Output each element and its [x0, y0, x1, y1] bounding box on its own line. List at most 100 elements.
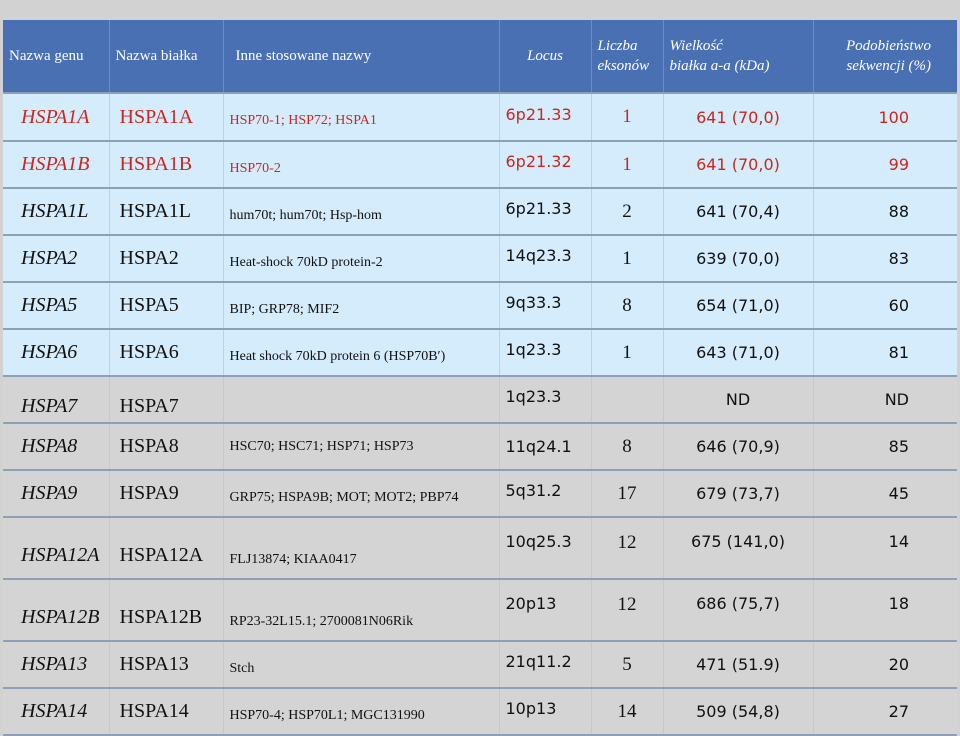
- protein-name-cell: HSPA9: [109, 470, 224, 517]
- similarity-cell: 88: [888, 202, 909, 221]
- table-header: Nazwa genu Nazwa białka Inne stosowane n…: [3, 20, 957, 93]
- header-gene-name: Nazwa genu: [3, 20, 110, 93]
- gene-name-cell: HSPA2: [3, 235, 110, 282]
- protein-name-cell: HSPA1B: [109, 141, 224, 188]
- other-names-cell: FLJ13874; KIAA0417: [223, 517, 500, 579]
- exon-count-cell: 8: [591, 282, 664, 329]
- locus-cell: 6p21.33: [499, 188, 592, 235]
- protein-name-cell: HSPA12B: [109, 579, 224, 641]
- protein-size-cell: 471 (51.9): [663, 641, 814, 688]
- other-names-cell: HSP70-4; HSP70L1; MGC131990: [223, 688, 500, 736]
- exon-count-cell: 8: [591, 423, 664, 470]
- gene-name-cell: HSPA12B: [3, 579, 110, 641]
- locus-cell: 9q33.3: [499, 282, 592, 329]
- similarity-cell: ND: [884, 390, 909, 409]
- protein-size-cell: 639 (70,0): [663, 235, 814, 282]
- header-locus: Locus: [499, 20, 592, 93]
- header-sequence-similarity: Podobieństwo sekwencji (%): [813, 20, 957, 93]
- header-similarity-line1: Podobieństwo: [846, 38, 931, 54]
- exon-count-cell: 17: [591, 470, 664, 517]
- similarity-cell: 85: [888, 437, 909, 456]
- gene-name-cell: HSPA9: [3, 470, 110, 517]
- protein-name-cell: HSPA8: [109, 423, 224, 470]
- header-exon-count: Liczba eksonów: [591, 20, 664, 93]
- other-names-cell: hum70t; hum70t; Hsp-hom: [223, 188, 500, 235]
- locus-cell: 1q23.3: [499, 329, 592, 376]
- similarity-cell: 27: [813, 688, 957, 736]
- locus-cell: 11q24.1: [499, 423, 592, 470]
- protein-name-cell: HSPA5: [109, 282, 224, 329]
- table-row: HSPA12A HSPA12A FLJ13874; KIAA0417 10q25…: [3, 517, 957, 579]
- exon-count-cell: 2: [591, 188, 664, 235]
- table-row: HSPA7 HSPA7 1q23.3 ND ND: [3, 376, 957, 423]
- gene-name-cell: HSPA14: [3, 688, 110, 736]
- locus-cell: 5q31.2: [499, 470, 592, 517]
- other-names-cell: Heat-shock 70kD protein-2: [223, 235, 500, 282]
- similarity-cell: 18: [888, 594, 909, 613]
- table-row: HSPA13 HSPA13 Stch 21q11.2 5 471 (51.9) …: [3, 641, 957, 688]
- table-row: HSPA5 HSPA5 BIP; GRP78; MIF2 9q33.3 8 65…: [3, 282, 957, 329]
- hspa-genes-table: Nazwa genu Nazwa białka Inne stosowane n…: [3, 20, 957, 736]
- locus-cell: 6p21.32: [499, 141, 592, 188]
- table-row: HSPA1A HSPA1A HSP70-1; HSP72; HSPA1 6p21…: [3, 93, 957, 141]
- protein-name-cell: HSPA13: [109, 641, 224, 688]
- protein-size-cell: 643 (71,0): [663, 329, 814, 376]
- other-names-cell: Stch: [223, 641, 500, 688]
- similarity-cell: 60: [888, 296, 909, 315]
- similarity-cell: 81: [888, 343, 909, 362]
- protein-name-cell: HSPA2: [109, 235, 224, 282]
- exon-count-cell: 1: [591, 329, 664, 376]
- locus-cell: 6p21.33: [499, 93, 592, 141]
- exon-count-cell: 14: [591, 688, 664, 736]
- similarity-cell: 20: [888, 655, 909, 674]
- slide: Nazwa genu Nazwa białka Inne stosowane n…: [3, 20, 957, 736]
- similarity-cell: 14: [888, 532, 909, 551]
- table-row: HSPA1B HSPA1B HSP70-2 6p21.32 1 641 (70,…: [3, 141, 957, 188]
- protein-size-cell: 509 (54,8): [663, 688, 814, 736]
- table-row: HSPA9 HSPA9 GRP75; HSPA9B; MOT; MOT2; PB…: [3, 470, 957, 517]
- protein-size-cell: 675 (141,0): [663, 517, 814, 579]
- header-size-line1: Wielkość: [669, 38, 723, 54]
- header-exon-line2: eksonów: [597, 58, 650, 74]
- gene-name-cell: HSPA7: [3, 376, 110, 423]
- locus-cell: 21q11.2: [499, 641, 592, 688]
- table-row: HSPA12B HSPA12B RP23-32L15.1; 2700081N06…: [3, 579, 957, 641]
- table-row: HSPA6 HSPA6 Heat shock 70kD protein 6 (H…: [3, 329, 957, 376]
- other-names-cell: HSC70; HSC71; HSP71; HSP73: [223, 423, 500, 470]
- exon-count-cell: 1: [591, 93, 664, 141]
- table-row: HSPA2 HSPA2 Heat-shock 70kD protein-2 14…: [3, 235, 957, 282]
- table-body: HSPA1A HSPA1A HSP70-1; HSP72; HSPA1 6p21…: [3, 93, 957, 736]
- protein-size-cell: 686 (75,7): [663, 579, 814, 641]
- gene-name-cell: HSPA1B: [3, 141, 110, 188]
- other-names-cell: HSP70-1; HSP72; HSPA1: [223, 93, 500, 141]
- other-names-cell: BIP; GRP78; MIF2: [223, 282, 500, 329]
- protein-size-cell: 654 (71,0): [663, 282, 814, 329]
- other-names-cell: RP23-32L15.1; 2700081N06Rik: [223, 579, 500, 641]
- exon-count-cell: [591, 376, 664, 423]
- gene-name-cell: HSPA12A: [3, 517, 110, 579]
- exon-count-cell: 1: [591, 235, 664, 282]
- protein-size-cell: ND: [663, 376, 814, 423]
- gene-name-cell: HSPA13: [3, 641, 110, 688]
- header-size-line2: białka a-a (kDa): [669, 58, 770, 74]
- other-names-cell: [223, 376, 500, 423]
- header-similarity-line2: sekwencji (%): [846, 58, 931, 74]
- protein-size-cell: 641 (70,4): [663, 188, 814, 235]
- locus-cell: 1q23.3: [499, 376, 592, 423]
- header-exon-line1: Liczba: [597, 38, 638, 54]
- similarity-cell: 99: [888, 155, 909, 174]
- table-row: HSPA1L HSPA1L hum70t; hum70t; Hsp-hom 6p…: [3, 188, 957, 235]
- gene-name-cell: HSPA1A: [3, 93, 110, 141]
- protein-size-cell: 646 (70,9): [663, 423, 814, 470]
- table-row: HSPA14 HSPA14 HSP70-4; HSP70L1; MGC13199…: [3, 688, 957, 736]
- exon-count-cell: 1: [591, 141, 664, 188]
- other-names-cell: HSP70-2: [223, 141, 500, 188]
- other-names-cell: GRP75; HSPA9B; MOT; MOT2; PBP74: [223, 470, 500, 517]
- exon-count-cell: 5: [591, 641, 664, 688]
- similarity-cell: 83: [888, 249, 909, 268]
- header-row: Nazwa genu Nazwa białka Inne stosowane n…: [3, 20, 957, 93]
- protein-size-cell: 641 (70,0): [663, 93, 814, 141]
- header-protein-size: Wielkość białka a-a (kDa): [663, 20, 814, 93]
- similarity-cell: 100: [878, 107, 909, 127]
- gene-name-cell: HSPA6: [3, 329, 110, 376]
